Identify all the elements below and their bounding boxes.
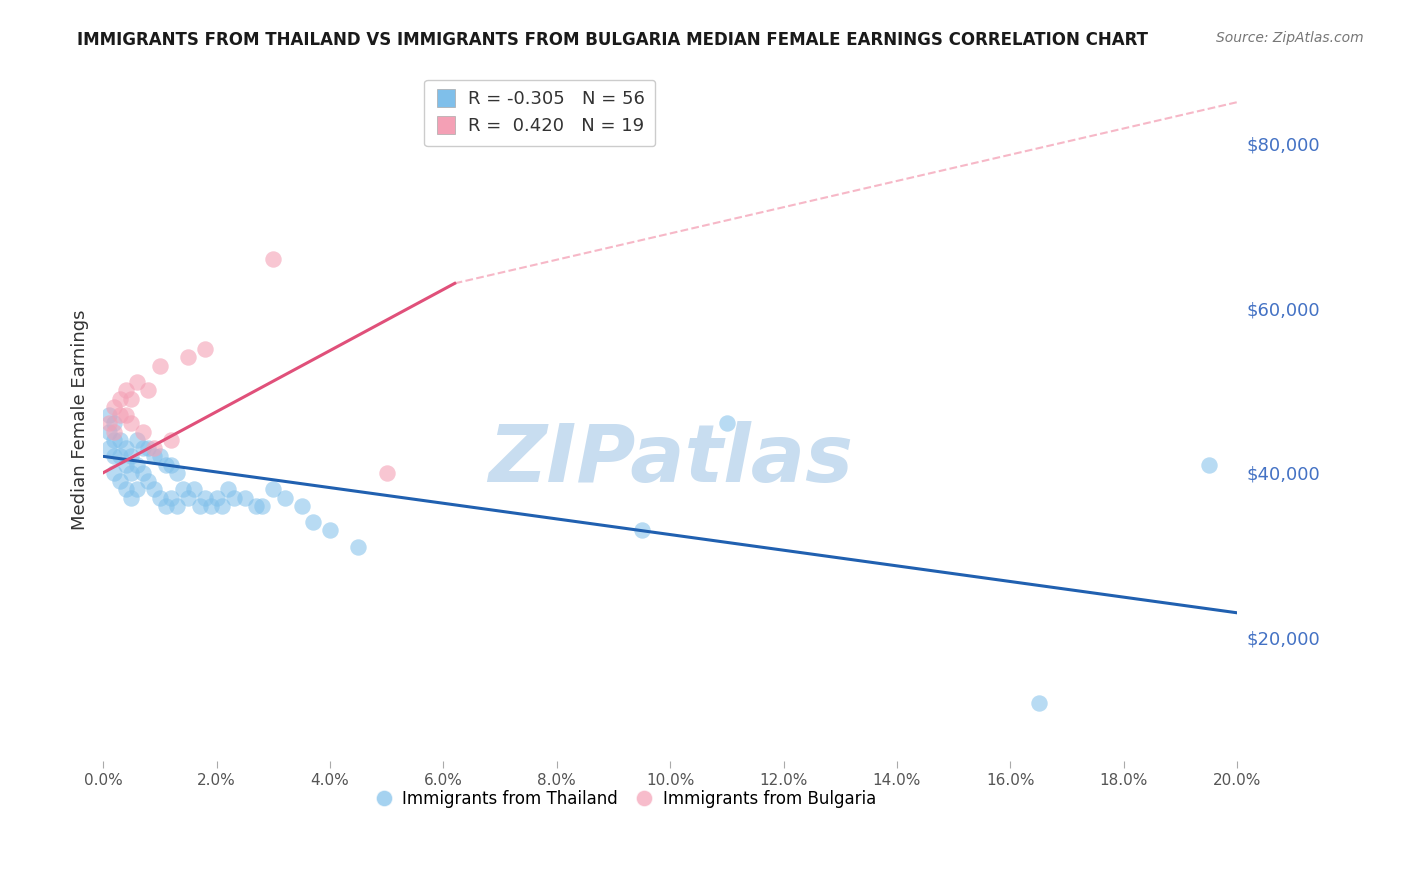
Point — [233, 491, 256, 505]
Point — [262, 483, 284, 497]
Point — [103, 433, 125, 447]
Point — [211, 499, 233, 513]
Point — [245, 499, 267, 513]
Point — [114, 384, 136, 398]
Point — [108, 433, 131, 447]
Point — [160, 433, 183, 447]
Point — [127, 375, 149, 389]
Point — [132, 441, 155, 455]
Point — [194, 343, 217, 357]
Text: ZIPatlas: ZIPatlas — [488, 421, 852, 500]
Point — [121, 450, 143, 464]
Point — [250, 499, 273, 513]
Point — [183, 483, 205, 497]
Point — [630, 524, 652, 538]
Point — [166, 466, 188, 480]
Point — [127, 433, 149, 447]
Point — [114, 441, 136, 455]
Point — [291, 499, 314, 513]
Point — [97, 425, 120, 439]
Point — [132, 466, 155, 480]
Point — [143, 441, 166, 455]
Point — [149, 491, 172, 505]
Point — [103, 450, 125, 464]
Point — [194, 491, 217, 505]
Point — [103, 425, 125, 439]
Text: IMMIGRANTS FROM THAILAND VS IMMIGRANTS FROM BULGARIA MEDIAN FEMALE EARNINGS CORR: IMMIGRANTS FROM THAILAND VS IMMIGRANTS F… — [77, 31, 1149, 49]
Point — [143, 450, 166, 464]
Point — [108, 392, 131, 406]
Point — [132, 425, 155, 439]
Point — [155, 499, 177, 513]
Point — [217, 483, 239, 497]
Point — [149, 450, 172, 464]
Point — [172, 483, 194, 497]
Point — [97, 417, 120, 431]
Point — [108, 408, 131, 422]
Text: Source: ZipAtlas.com: Source: ZipAtlas.com — [1216, 31, 1364, 45]
Point — [143, 483, 166, 497]
Legend: Immigrants from Thailand, Immigrants from Bulgaria: Immigrants from Thailand, Immigrants fro… — [367, 783, 883, 814]
Point — [177, 491, 200, 505]
Point — [114, 408, 136, 422]
Point — [103, 466, 125, 480]
Point — [114, 458, 136, 472]
Point — [108, 450, 131, 464]
Point — [121, 466, 143, 480]
Point — [160, 458, 183, 472]
Point — [108, 474, 131, 488]
Point — [97, 408, 120, 422]
Point — [273, 491, 295, 505]
Point — [121, 491, 143, 505]
Point — [138, 441, 160, 455]
Point — [262, 252, 284, 266]
Point — [177, 351, 200, 365]
Point — [114, 483, 136, 497]
Point — [200, 499, 222, 513]
Point — [222, 491, 245, 505]
Point — [121, 392, 143, 406]
Point — [375, 466, 398, 480]
Point — [121, 417, 143, 431]
Point — [347, 540, 370, 554]
Point — [205, 491, 228, 505]
Point — [302, 515, 325, 529]
Point — [319, 524, 342, 538]
Point — [103, 417, 125, 431]
Point — [103, 400, 125, 414]
Point — [127, 483, 149, 497]
Point — [160, 491, 183, 505]
Point — [138, 474, 160, 488]
Point — [127, 458, 149, 472]
Point — [166, 499, 188, 513]
Point — [1028, 697, 1050, 711]
Point — [97, 441, 120, 455]
Point — [188, 499, 211, 513]
Y-axis label: Median Female Earnings: Median Female Earnings — [72, 309, 89, 530]
Point — [149, 359, 172, 373]
Point — [155, 458, 177, 472]
Point — [1198, 458, 1220, 472]
Point — [138, 384, 160, 398]
Point — [716, 417, 738, 431]
